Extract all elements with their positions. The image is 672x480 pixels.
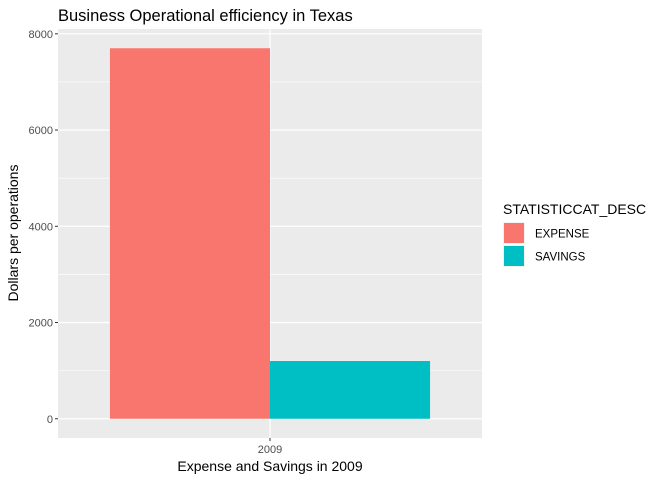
legend-swatch-expense xyxy=(504,223,524,243)
legend-label-expense: EXPENSE xyxy=(535,229,590,241)
y-tick-label: 8000 xyxy=(29,29,53,41)
chart-title: Business Operational efficiency in Texas xyxy=(58,7,353,25)
legend: STATISTICCAT_DESC EXPENSE SAVINGS xyxy=(503,201,646,267)
bar-expense xyxy=(109,48,270,419)
y-axis: 0 2000 4000 6000 8000 xyxy=(29,29,58,426)
bars xyxy=(109,48,431,419)
x-axis-title: Expense and Savings in 2009 xyxy=(177,458,362,474)
legend-items: EXPENSE SAVINGS xyxy=(503,222,590,267)
x-axis: 2009 xyxy=(258,438,282,456)
y-axis-title: Dollars per operations xyxy=(5,165,21,302)
y-tick-label: 2000 xyxy=(29,318,53,330)
y-tick-label: 4000 xyxy=(29,221,53,233)
y-tick-label: 6000 xyxy=(29,125,53,137)
legend-label-savings: SAVINGS xyxy=(535,252,586,264)
x-tick-label: 2009 xyxy=(258,444,282,456)
legend-swatch-savings xyxy=(504,246,524,266)
bar-savings xyxy=(270,361,431,419)
legend-title: STATISTICCAT_DESC xyxy=(503,201,646,217)
y-tick-label: 0 xyxy=(47,414,53,426)
